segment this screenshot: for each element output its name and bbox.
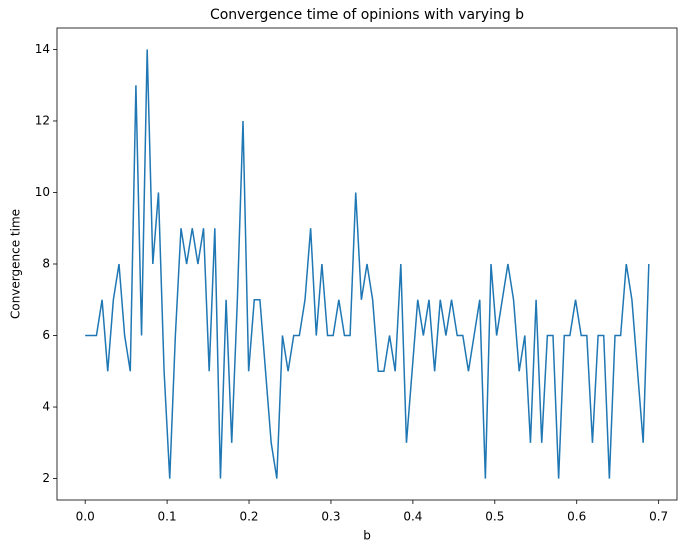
x-tick-label: 0.4	[403, 510, 422, 524]
x-tick-label: 0.5	[485, 510, 504, 524]
x-tick-label: 0.2	[239, 510, 258, 524]
x-tick-label: 0.0	[76, 510, 95, 524]
data-line	[85, 49, 650, 479]
y-tick-label: 4	[42, 400, 50, 414]
x-axis-label: b	[363, 529, 371, 543]
y-tick-label: 2	[42, 471, 50, 485]
x-tick-label: 0.3	[321, 510, 340, 524]
x-tick-label: 0.6	[567, 510, 586, 524]
y-axis-label: Convergence time	[9, 209, 23, 319]
y-tick-label: 14	[35, 42, 50, 56]
x-tick-label: 0.7	[649, 510, 668, 524]
y-tick-label: 10	[35, 185, 50, 199]
chart-title: Convergence time of opinions with varyin…	[210, 7, 524, 23]
x-tick-label: 0.1	[158, 510, 177, 524]
y-tick-label: 12	[35, 113, 50, 127]
y-tick-label: 8	[42, 257, 50, 271]
y-tick-label: 6	[42, 328, 50, 342]
